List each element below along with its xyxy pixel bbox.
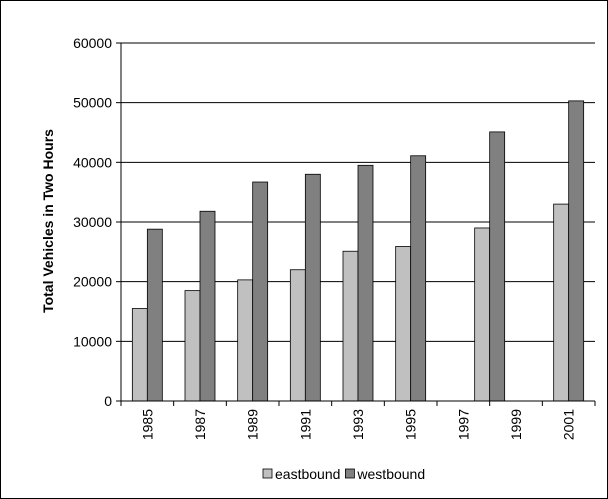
legend-swatch-eastbound bbox=[262, 468, 273, 479]
bar-eastbound bbox=[474, 227, 491, 402]
bar-westbound bbox=[410, 155, 427, 402]
y-tick-label: 60000 bbox=[73, 35, 112, 51]
x-tick-label: 1985 bbox=[139, 409, 155, 440]
x-tick-labels: 1985 1987 1989 1991 1993 1995 1997 1999 2001 bbox=[139, 409, 576, 440]
bar-westbound bbox=[146, 228, 163, 402]
x-tick-label: 1995 bbox=[403, 409, 419, 440]
legend-label-eastbound: eastbound bbox=[275, 466, 340, 482]
y-tick-label: 50000 bbox=[73, 95, 112, 111]
y-tick-label: 10000 bbox=[73, 333, 112, 349]
y-tick-label: 30000 bbox=[73, 214, 112, 230]
legend-label-westbound: westbound bbox=[356, 466, 425, 482]
axes bbox=[116, 42, 596, 406]
bars bbox=[131, 100, 585, 402]
y-tick-label: 20000 bbox=[73, 274, 112, 290]
bar-eastbound bbox=[342, 250, 359, 402]
y-tick-label: 40000 bbox=[73, 154, 112, 170]
bar-eastbound bbox=[131, 308, 148, 402]
x-tick-label: 2001 bbox=[561, 409, 577, 440]
bar-eastbound bbox=[395, 246, 412, 402]
bar-eastbound bbox=[289, 269, 306, 402]
x-tick-label: 1987 bbox=[192, 409, 208, 440]
legend-swatch-westbound bbox=[345, 468, 355, 479]
bar-westbound bbox=[199, 210, 216, 402]
x-tick-label: 1989 bbox=[245, 409, 261, 440]
bar-eastbound bbox=[184, 290, 201, 402]
bar-eastbound bbox=[237, 279, 254, 402]
bar-westbound bbox=[489, 131, 506, 402]
x-tick-label: 1993 bbox=[350, 409, 366, 440]
x-tick-label: 1991 bbox=[297, 409, 313, 440]
y-axis-title: Total Vehicles in Two Hours bbox=[40, 129, 56, 313]
bar-eastbound bbox=[553, 203, 570, 402]
y-tick-label: 0 bbox=[104, 393, 112, 409]
bar-westbound bbox=[304, 173, 321, 402]
legend: eastbound westbound bbox=[262, 466, 425, 482]
x-tick-label: 1997 bbox=[455, 409, 471, 440]
x-tick-label: 1999 bbox=[508, 409, 524, 440]
bar-westbound bbox=[568, 100, 585, 402]
bar-westbound bbox=[252, 181, 269, 402]
y-tick-labels: 0 10000 20000 30000 40000 50000 60000 bbox=[73, 35, 112, 409]
bar-westbound bbox=[357, 164, 374, 402]
